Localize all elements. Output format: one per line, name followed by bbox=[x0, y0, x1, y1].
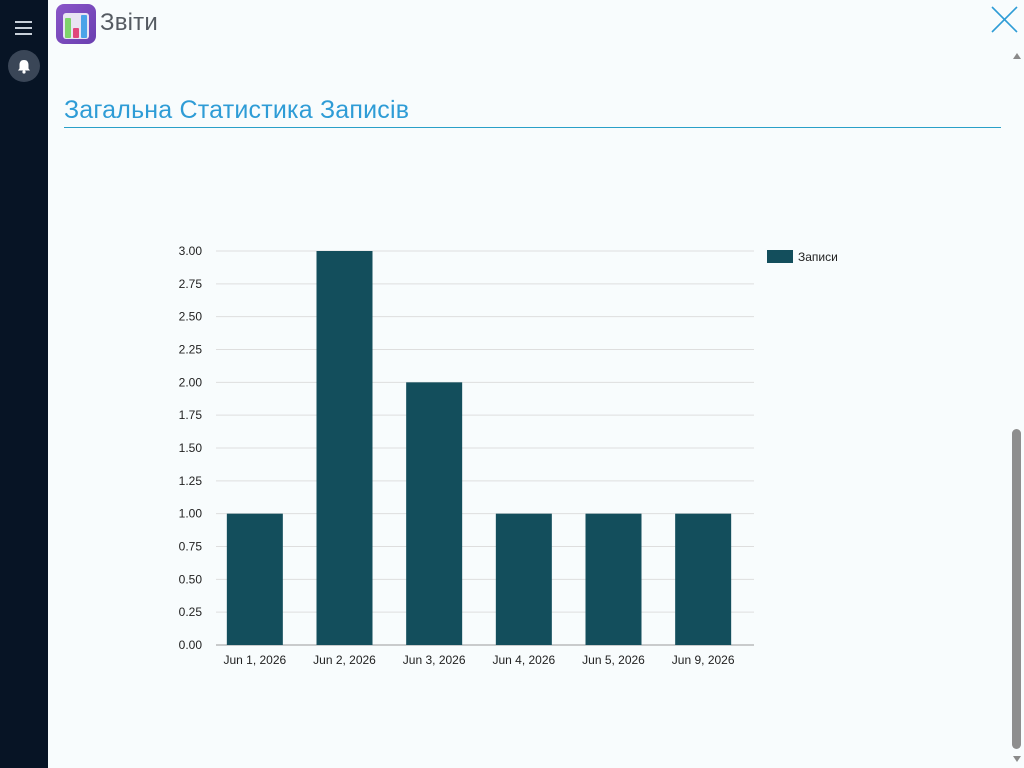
scrollbar-thumb[interactable] bbox=[1012, 429, 1021, 749]
notifications-button[interactable] bbox=[8, 50, 40, 82]
y-tick-label: 0.25 bbox=[179, 605, 203, 619]
records-bar-chart: 0.00 0.25 0.50 0.75 1.00 1.25 1.50 1.75 2.00 2.25… bbox=[179, 244, 838, 667]
close-button[interactable] bbox=[988, 4, 1020, 36]
y-tick-label: 1.25 bbox=[179, 474, 203, 488]
x-tick-label: Jun 2, 2026 bbox=[313, 653, 376, 667]
y-tick-label: 2.75 bbox=[179, 277, 203, 291]
reports-logo-icon bbox=[63, 13, 89, 39]
x-tick-label: Jun 4, 2026 bbox=[492, 653, 555, 667]
x-tick-label: Jun 9, 2026 bbox=[672, 653, 735, 667]
bar bbox=[316, 251, 373, 645]
bar bbox=[675, 513, 732, 645]
y-tick-label: 0.00 bbox=[179, 638, 203, 652]
x-tick-label: Jun 3, 2026 bbox=[403, 653, 466, 667]
section-title: Загальна Статистика Записів bbox=[64, 96, 1001, 128]
y-tick-label: 2.50 bbox=[179, 310, 203, 324]
scroll-up-arrow-icon[interactable] bbox=[1013, 53, 1021, 59]
vertical-scrollbar[interactable] bbox=[1010, 48, 1024, 768]
x-tick-label: Jun 1, 2026 bbox=[223, 653, 286, 667]
bell-icon bbox=[18, 60, 30, 74]
legend-label: Записи bbox=[798, 250, 838, 264]
legend-swatch bbox=[767, 250, 793, 263]
hamburger-icon[interactable] bbox=[15, 21, 32, 35]
close-icon bbox=[991, 6, 1018, 33]
app-logo bbox=[56, 4, 96, 44]
app-title: Звіти bbox=[100, 9, 158, 36]
x-tick-label: Jun 5, 2026 bbox=[582, 653, 645, 667]
bar bbox=[585, 513, 642, 645]
bar bbox=[226, 513, 283, 645]
y-tick-label: 1.75 bbox=[179, 408, 203, 422]
sidebar bbox=[0, 0, 48, 768]
bar bbox=[495, 513, 552, 645]
y-tick-label: 1.50 bbox=[179, 441, 203, 455]
y-tick-label: 2.00 bbox=[179, 375, 203, 389]
y-tick-label: 1.00 bbox=[179, 507, 203, 521]
y-tick-label: 0.50 bbox=[179, 572, 203, 586]
scroll-down-arrow-icon[interactable] bbox=[1013, 756, 1021, 762]
bar bbox=[406, 382, 463, 645]
y-tick-label: 0.75 bbox=[179, 540, 203, 554]
y-tick-label: 2.25 bbox=[179, 343, 203, 357]
y-tick-label: 3.00 bbox=[179, 244, 203, 258]
